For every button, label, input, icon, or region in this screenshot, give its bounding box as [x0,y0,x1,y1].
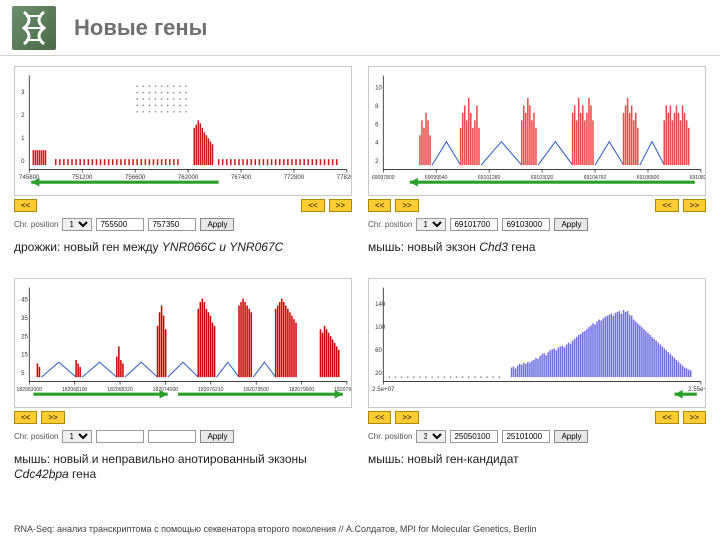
next-button[interactable]: >> [395,199,418,212]
svg-text:182074000: 182074000 [153,387,179,393]
svg-text:2: 2 [21,112,25,119]
svg-text:60: 60 [375,347,382,354]
svg-text:182079500: 182079500 [243,387,269,393]
svg-text:69106500: 69106500 [637,175,660,181]
chr-select[interactable]: 11 [416,218,446,231]
panel-bottom-right: 2.5e+07 2.55e+07 20 60 100 140 << >> << >> Ch… [368,278,706,482]
svg-text:69103020: 69103020 [531,175,554,181]
prev-button[interactable]: << [14,199,37,212]
svg-text:100: 100 [375,324,386,331]
svg-text:751200: 751200 [72,174,93,181]
panel-top-right: 69097800 69099540 69101280 69103020 69104760… [368,66,706,270]
svg-text:182079900: 182079900 [289,387,315,393]
nav-row-bl: << >> [14,408,352,427]
svg-text:25: 25 [21,333,28,340]
chart-mouse-chd3: 69097800 69099540 69101280 69103020 69104760… [368,66,706,196]
chart-mouse-candidate-gene: 2.5e+07 2.55e+07 20 60 100 140 [368,278,706,408]
from-input[interactable] [96,218,144,231]
svg-text:1: 1 [21,135,25,142]
svg-text:182063000: 182063000 [17,387,43,393]
prev-button[interactable]: << [655,199,678,212]
chr-select[interactable]: 3 [416,430,446,443]
chart-mouse-cdc42bpa: 182063000 182068100 182068320 182074000 1820… [14,278,352,408]
svg-text:182068320: 182068320 [107,387,133,393]
svg-text:10: 10 [375,84,382,91]
slide-title: Новые гены [74,15,207,41]
next-button[interactable]: >> [329,199,352,212]
chr-select[interactable]: 14 [62,218,92,231]
apply-button[interactable]: Apply [554,218,588,231]
svg-text:15: 15 [21,352,28,359]
svg-text:45: 45 [21,296,28,303]
next-button[interactable]: >> [683,199,706,212]
caption-bl: мышь: новый и неправильно анотированный … [14,452,352,482]
svg-text:69108240: 69108240 [690,175,705,181]
prev-button[interactable]: << [301,199,324,212]
svg-text:3: 3 [21,89,25,96]
svg-text:69097800: 69097800 [372,175,395,181]
next-button[interactable]: >> [683,411,706,424]
next-button[interactable]: >> [41,411,64,424]
prev-button[interactable]: << [368,199,391,212]
caption-tl: дрожжи: новый ген между YNR066C и YNR067… [14,240,352,255]
position-row-bl: Chr. position 1 Apply [14,427,352,446]
panel-top-left: 7458007512007566007620007674007728007782… [14,66,352,270]
slide-header: Новые гены [0,0,720,56]
nav-row-br: << >> << >> [368,408,706,427]
from-input[interactable] [450,430,498,443]
svg-text:4: 4 [375,140,379,147]
svg-text:5: 5 [21,370,25,377]
prev-button[interactable]: << [368,411,391,424]
svg-text:182068100: 182068100 [62,387,88,393]
apply-button[interactable]: Apply [200,430,234,443]
to-input[interactable] [148,430,196,443]
svg-text:69099540: 69099540 [425,175,448,181]
panel-grid: 7458007512007566007620007674007728007782… [0,56,720,486]
caption-tr: мышь: новый экзон Chd3 гена [368,240,706,255]
svg-text:767400: 767400 [231,174,252,181]
prev-button[interactable]: << [655,411,678,424]
footer-citation: RNA-Seq: анализ транскриптома с помощью … [14,524,536,534]
to-input[interactable] [502,430,550,443]
svg-text:69101280: 69101280 [478,175,501,181]
svg-text:20: 20 [375,370,382,377]
chr-select[interactable]: 1 [62,430,92,443]
caption-br: мышь: новый ген-кандидат [368,452,706,467]
svg-text:6: 6 [375,121,379,128]
prev-button[interactable]: << [14,411,37,424]
apply-button[interactable]: Apply [554,430,588,443]
to-input[interactable] [148,218,196,231]
nav-row-tl: << << >> [14,196,352,215]
position-row-tr: Chr. position 11 Apply [368,215,706,234]
position-label: Chr. position [14,432,58,441]
next-button[interactable]: >> [395,411,418,424]
svg-text:762000: 762000 [178,174,199,181]
svg-text:756600: 756600 [125,174,146,181]
position-label: Chr. position [14,220,58,229]
panel-bottom-left: 182063000 182068100 182068320 182074000 1820… [14,278,352,482]
position-row-tl: Chr. position 14 Apply [14,215,352,234]
nav-row-tr: << >> << >> [368,196,706,215]
position-label: Chr. position [368,220,412,229]
from-input[interactable] [450,218,498,231]
svg-text:2.5e+07: 2.5e+07 [372,386,395,393]
to-input[interactable] [502,218,550,231]
position-row-br: Chr. position 3 Apply [368,427,706,446]
svg-text:35: 35 [21,315,28,322]
svg-text:8: 8 [375,103,379,110]
svg-text:2: 2 [375,158,379,165]
svg-text:778200: 778200 [337,174,351,181]
svg-text:140: 140 [375,301,386,308]
logo-icon [12,6,56,50]
svg-text:0: 0 [21,158,25,165]
svg-text:772800: 772800 [284,174,305,181]
position-label: Chr. position [368,432,412,441]
chart-yeast-new-gene: 7458007512007566007620007674007728007782… [14,66,352,196]
svg-text:182076210: 182076210 [198,387,224,393]
svg-text:69104760: 69104760 [584,175,607,181]
svg-text:2.55e+07: 2.55e+07 [688,386,705,393]
from-input[interactable] [96,430,144,443]
apply-button[interactable]: Apply [200,218,234,231]
